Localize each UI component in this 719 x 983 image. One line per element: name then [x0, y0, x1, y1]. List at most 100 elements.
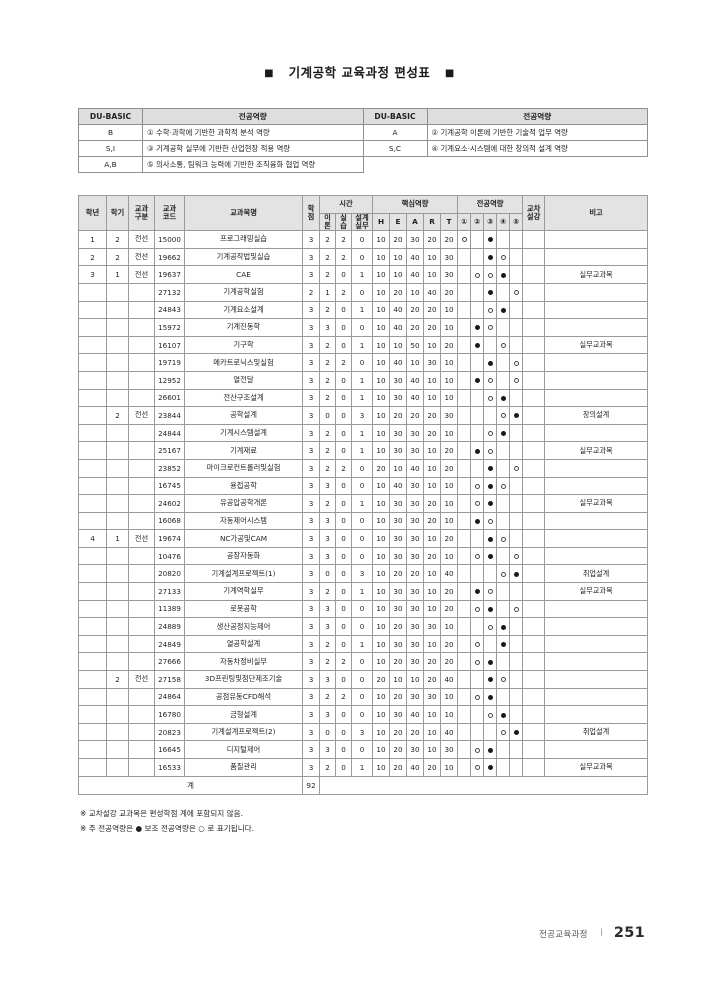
cell-course-code: 16533 — [154, 758, 185, 777]
cell-major-1 — [457, 740, 472, 759]
cell-major-5 — [509, 282, 524, 302]
table-row: 16107 기구학 3 2 0 1 10 10 50 10 20 실무교과목 — [78, 335, 648, 355]
cell-core-h: 10 — [372, 335, 390, 355]
cell-year — [78, 564, 107, 584]
cell-cross-listing — [522, 599, 546, 619]
cell-semester — [106, 511, 129, 531]
cell-core-e: 30 — [389, 423, 407, 443]
cell-major-4 — [496, 282, 511, 302]
cell-course-name: 마이크로컨트롤러및실험 — [184, 458, 303, 478]
cell-division — [128, 546, 155, 566]
cell-design-hours: 1 — [351, 494, 373, 513]
cell-major-3 — [483, 441, 498, 460]
cell-semester — [106, 300, 129, 320]
cell-core-r: 10 — [423, 564, 441, 584]
cell-theory-hours: 3 — [319, 511, 336, 531]
secondary-competency-circle-icon — [500, 343, 506, 349]
cell-division — [128, 758, 155, 777]
cell-core-a: 40 — [406, 458, 424, 478]
cell-theory-hours: 2 — [319, 494, 336, 513]
cell-course-name: NC가공및CAM — [184, 529, 303, 548]
cell-cross-listing — [522, 441, 546, 460]
cell-cross-listing — [522, 476, 546, 496]
cell-semester — [106, 388, 129, 408]
cell-remarks: 창의설계 — [544, 406, 648, 425]
cell-design-hours: 0 — [351, 652, 373, 672]
cell-course-code: 24889 — [154, 617, 185, 636]
cell-major-1 — [457, 652, 472, 672]
cell-semester: 2 — [106, 230, 129, 249]
cell-course-name: 용접공학 — [184, 476, 303, 496]
legend-row: S,I ③ 기계공학 실무에 기반한 산업현장 적용 역량 S,C ④ 기계요소… — [78, 140, 648, 157]
secondary-competency-circle-icon — [500, 255, 506, 261]
cell-core-r: 10 — [423, 247, 441, 267]
cell-year — [78, 335, 107, 355]
cell-credit: 3 — [302, 458, 320, 478]
col-header-core-e: E — [389, 212, 407, 232]
primary-competency-dot-icon — [487, 747, 493, 753]
cell-major-5 — [509, 652, 524, 672]
col-header-year: 학년 — [78, 194, 107, 232]
cell-credit: 3 — [302, 247, 320, 267]
col-header-cross-listing: 교차 설강 — [522, 194, 546, 232]
footer-separator: 丨 — [597, 928, 606, 937]
cell-core-e: 20 — [389, 722, 407, 742]
cell-major-2 — [470, 529, 485, 548]
cell-credit: 3 — [302, 634, 320, 654]
cell-core-t: 20 — [439, 529, 459, 548]
col-header-core-r: R — [423, 212, 441, 232]
cell-semester — [106, 582, 129, 601]
cell-major-4 — [496, 687, 511, 707]
curriculum-footer: 계 92 — [78, 775, 648, 795]
cell-core-t: 10 — [439, 687, 459, 707]
cell-core-t: 20 — [439, 599, 459, 619]
cell-remarks: 실무교과목 — [544, 758, 648, 777]
primary-competency-dot-icon — [474, 325, 480, 331]
cell-credit: 3 — [302, 670, 320, 689]
cell-major-3 — [483, 282, 498, 302]
cell-major-5 — [509, 300, 524, 320]
cell-core-h: 10 — [372, 318, 390, 337]
cell-major-1 — [457, 634, 472, 654]
cell-major-5 — [509, 740, 524, 759]
cell-major-2 — [470, 423, 485, 443]
cell-course-name: 자동차정비실무 — [184, 652, 303, 672]
cell-credit: 3 — [302, 617, 320, 636]
cell-theory-hours: 3 — [319, 546, 336, 566]
cell-practice-hours: 0 — [335, 617, 352, 636]
cell-year — [78, 423, 107, 443]
table-row: 12952 열전달 3 2 0 1 10 30 40 10 10 — [78, 370, 648, 390]
secondary-competency-circle-icon — [487, 589, 493, 595]
cell-remarks: 취업설계 — [544, 722, 648, 742]
cell-major-5 — [509, 758, 524, 777]
cell-core-r: 30 — [423, 687, 441, 707]
legend-code: S,C — [362, 140, 428, 157]
cell-core-r: 20 — [423, 511, 441, 531]
primary-competency-dot-icon — [500, 307, 506, 313]
cell-theory-hours: 2 — [319, 458, 336, 478]
cell-practice-hours: 2 — [335, 247, 352, 267]
secondary-competency-circle-icon — [474, 694, 480, 700]
cell-cross-listing — [522, 282, 546, 302]
cell-core-h: 10 — [372, 441, 390, 460]
table-row: 24889 생산공정지능제어 3 3 0 0 10 20 30 30 10 — [78, 617, 648, 636]
cell-major-4 — [496, 423, 511, 443]
cell-division — [128, 617, 155, 636]
primary-competency-dot-icon — [513, 413, 519, 419]
cell-course-name: 기계역학실무 — [184, 582, 303, 601]
cell-remarks — [544, 247, 648, 267]
secondary-competency-circle-icon — [474, 501, 480, 507]
table-row: 27666 자동차정비실무 3 2 2 0 10 20 30 20 20 — [78, 652, 648, 672]
cell-credit: 3 — [302, 687, 320, 707]
cell-major-4 — [496, 406, 511, 425]
cell-practice-hours: 2 — [335, 282, 352, 302]
cell-core-t: 20 — [439, 441, 459, 460]
primary-competency-dot-icon — [474, 343, 480, 349]
cell-core-r: 10 — [423, 722, 441, 742]
cell-division — [128, 423, 155, 443]
footnote-1: ※ 교차설강 교과목은 편성학점 계에 포함되지 않음. — [80, 808, 243, 818]
cell-major-5 — [509, 230, 524, 249]
cell-course-name: 기계시스템설계 — [184, 423, 303, 443]
col-header-credit-line1: 학 — [307, 204, 315, 214]
